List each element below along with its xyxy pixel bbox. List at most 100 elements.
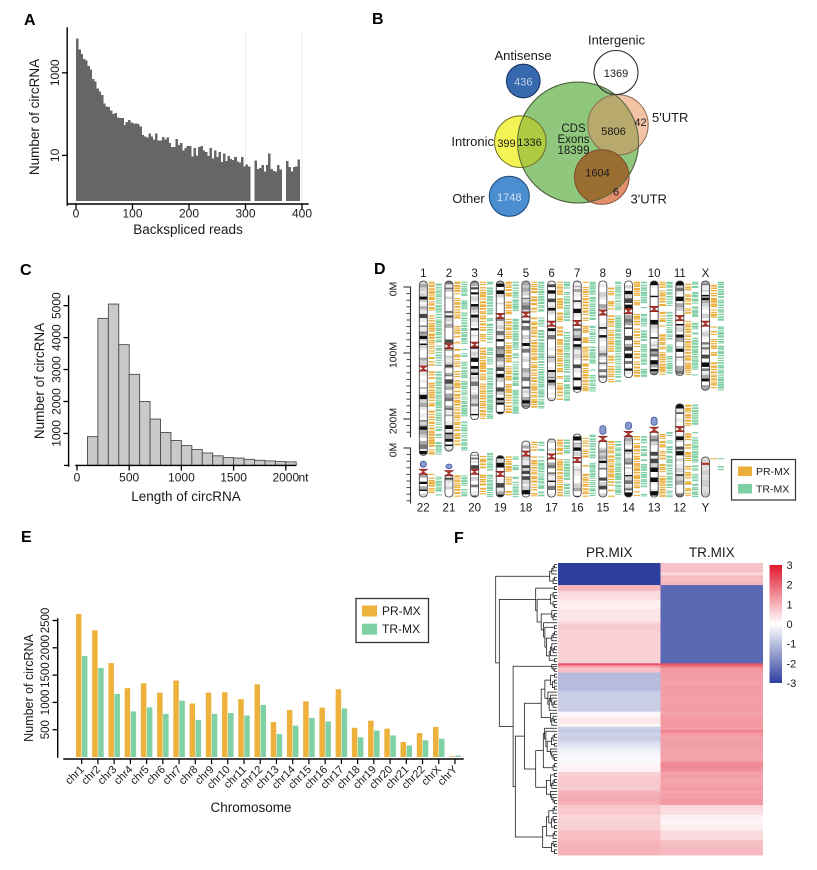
tr-mark [666,298,673,301]
band [470,491,479,496]
pr-marks [608,287,615,383]
band [701,344,710,348]
bar [189,145,192,201]
tr-mark [563,313,571,316]
tr-mark [486,375,494,377]
pr-mark [608,318,615,321]
tr-mark [435,389,442,391]
tr-mark [461,494,468,497]
bar [186,145,190,201]
pr-mark [428,285,435,288]
value-in-5'UTR: 5806 [601,126,625,138]
tr-mark [563,281,571,284]
band [521,490,530,495]
pr-mark [479,369,487,372]
pr-mark [685,369,692,371]
band [521,305,530,310]
cell-tr [660,840,763,844]
cell-tr [660,581,763,586]
band [496,487,505,492]
tr-mark [666,329,673,331]
tr-mark [435,325,442,328]
pr-mark [710,352,717,354]
pr-mark [454,281,461,284]
tr-mark [512,392,519,394]
pr-mark [556,468,564,471]
bar [198,146,201,201]
cell-tr [660,848,763,852]
pr-mark [531,348,538,351]
pr-mark [454,390,461,393]
tr-mark [692,345,699,349]
band [521,299,530,303]
pr-mark [454,483,461,485]
bar [231,159,235,201]
tr-mark [435,393,442,395]
band [624,346,633,351]
tr-mark [666,319,673,321]
tr-mark [486,493,494,496]
tr-mark [717,350,724,352]
tr-mark [461,393,468,395]
bar [297,159,301,201]
pr-mark [428,322,435,325]
tr-mark [666,330,673,334]
tr-mark [512,308,519,310]
band [444,321,453,324]
band [573,386,582,390]
band [419,287,428,292]
tr-mark [615,343,622,346]
pr-mark [556,442,564,445]
band [444,425,453,430]
tr-mark [692,328,699,330]
pr-mark [659,488,666,491]
pr-mark [531,365,538,369]
legend-swatch [738,484,752,494]
tr-mark [538,401,545,403]
band [547,480,556,482]
bar [96,88,99,201]
pr-marks [633,436,640,497]
tr-mark [589,443,596,445]
tr-mark [692,366,699,368]
band [470,484,479,488]
pr-mark [710,339,717,341]
pr-mark [479,478,487,481]
pr-mark [685,298,692,300]
tr-mark [538,373,545,375]
label-Other: Other [452,191,485,206]
bands [496,281,505,414]
band [419,454,428,456]
pr-mark [710,333,717,336]
pr-mark [428,297,435,300]
band [650,488,659,492]
band [598,447,607,450]
centromere [597,312,609,316]
pr-marks [454,475,461,497]
tr-mark [717,342,724,344]
bar-tr [406,745,413,757]
tr-mark [512,375,519,377]
tr-mark [717,317,724,319]
tr-mark [435,333,442,336]
tr-mark [666,496,673,498]
band [675,346,684,349]
bar [114,113,117,201]
cell-tr [660,738,763,751]
tr-mark [640,475,647,477]
pr-mark [428,336,435,339]
dendrogram-branch [552,601,558,607]
tr-mark [486,292,494,295]
tr-mark [589,451,596,454]
centromere [494,470,507,475]
tr-mark [538,348,545,351]
pr-mark [556,312,564,315]
pr-mark [685,407,692,410]
tr-mark [486,287,494,290]
bar [170,146,174,201]
tr-mark [461,385,468,388]
tr-mark [717,313,724,316]
cell-pr [558,732,661,737]
